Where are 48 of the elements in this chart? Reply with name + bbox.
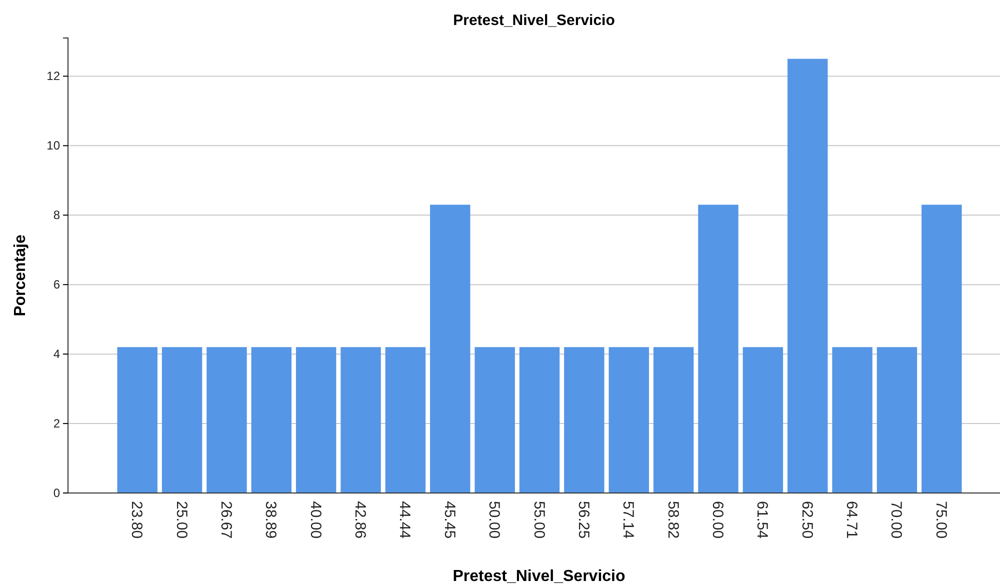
bar bbox=[787, 58, 828, 493]
bar bbox=[742, 347, 784, 493]
bar bbox=[922, 204, 962, 493]
x-tick-label: 60.00 bbox=[708, 501, 726, 539]
bar bbox=[608, 347, 649, 493]
bar bbox=[430, 204, 470, 493]
x-tick-label: 45.45 bbox=[440, 501, 458, 539]
y-tick-label: 0 bbox=[53, 486, 60, 500]
x-tick-label: 57.14 bbox=[620, 501, 637, 539]
y-axis-title: Porcentaje bbox=[12, 234, 29, 316]
x-tick-label: 70.00 bbox=[888, 501, 905, 539]
y-tick-label: 4 bbox=[53, 346, 60, 361]
x-tick-label: 40.00 bbox=[306, 501, 324, 539]
bar bbox=[653, 347, 694, 493]
bar bbox=[296, 347, 336, 493]
bar bbox=[117, 347, 158, 493]
x-tick-label: 61.54 bbox=[754, 501, 771, 539]
x-tick-label: 58.82 bbox=[664, 501, 682, 539]
bar bbox=[474, 347, 515, 493]
x-tick-label: 64.71 bbox=[843, 501, 860, 539]
x-tick-label: 75.00 bbox=[932, 501, 950, 539]
bar bbox=[251, 347, 292, 493]
x-tick-label: 23.80 bbox=[128, 501, 146, 539]
x-tick-label: 25.00 bbox=[172, 501, 190, 539]
y-tick-label: 8 bbox=[53, 208, 60, 222]
y-tick-label: 2 bbox=[53, 416, 60, 430]
bar bbox=[876, 347, 918, 493]
x-axis-title: Pretest_Nivel_Servicio bbox=[452, 568, 626, 585]
bar bbox=[385, 347, 426, 493]
x-tick-label: 42.86 bbox=[352, 501, 369, 539]
chart-title: Pretest_Nivel_Servicio bbox=[453, 12, 615, 29]
x-tick-label: 62.50 bbox=[798, 501, 816, 539]
x-tick-label: 50.00 bbox=[486, 501, 503, 539]
y-tick-label: 10 bbox=[46, 138, 60, 153]
bar bbox=[206, 347, 247, 493]
bar bbox=[519, 347, 560, 493]
x-tick-label: 56.25 bbox=[574, 501, 592, 539]
y-tick-label: 12 bbox=[46, 69, 60, 84]
bar bbox=[832, 347, 872, 493]
y-tick-label: 6 bbox=[53, 277, 60, 292]
bar bbox=[698, 204, 738, 493]
x-tick-label: 26.67 bbox=[217, 501, 234, 539]
x-tick-label: 55.00 bbox=[530, 501, 548, 539]
x-tick-label: 38.89 bbox=[262, 501, 280, 539]
bar bbox=[162, 347, 202, 493]
bar bbox=[564, 347, 604, 493]
bar bbox=[340, 347, 381, 493]
x-tick-label: 44.44 bbox=[396, 501, 414, 539]
